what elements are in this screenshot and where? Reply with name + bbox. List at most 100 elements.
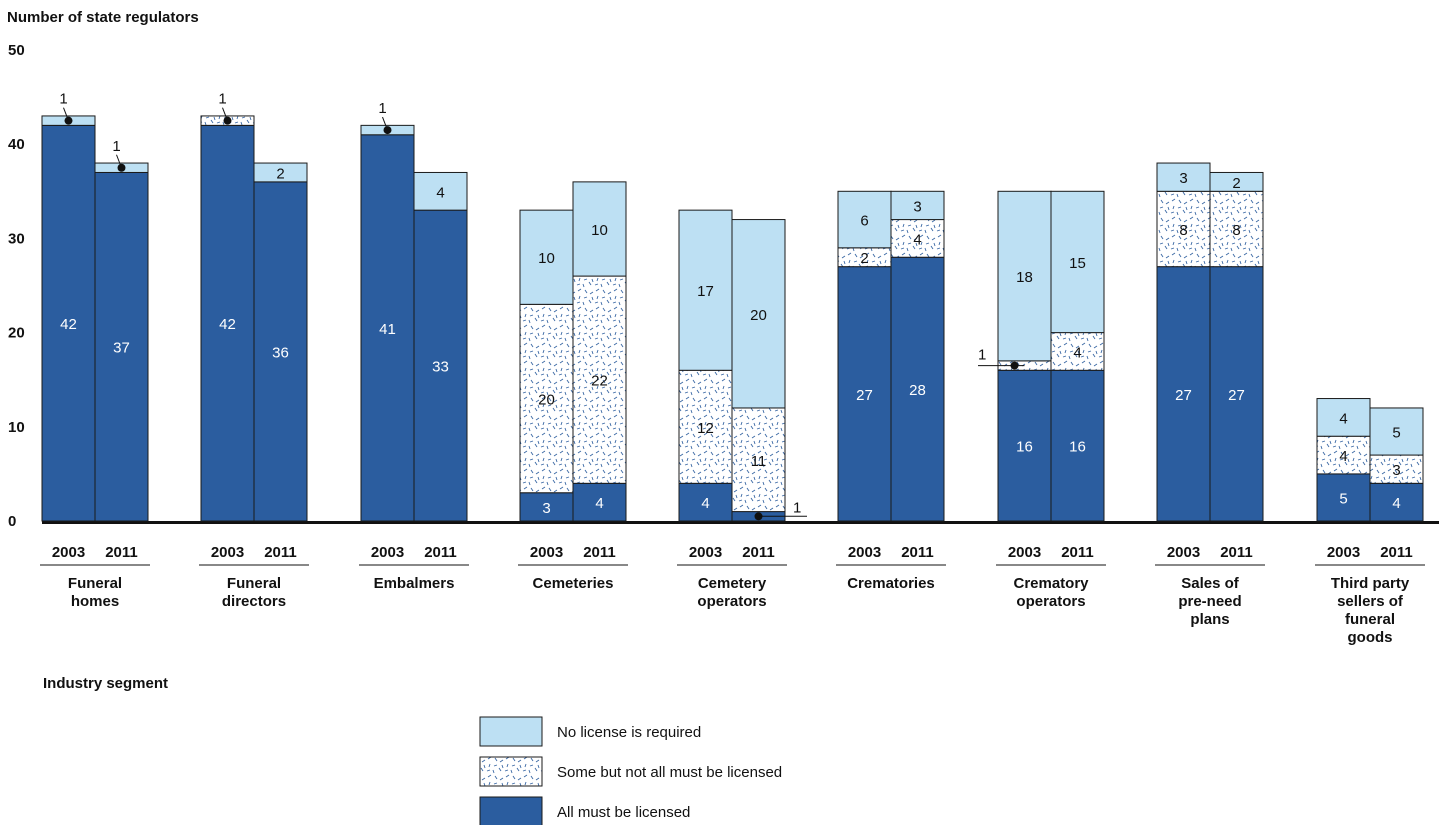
- legend-swatch-no-license: [479, 716, 543, 747]
- data-label: 5: [1392, 425, 1400, 442]
- data-label: 27: [856, 387, 873, 404]
- data-label: 15: [1069, 255, 1086, 272]
- y-tick-label: 50: [8, 42, 25, 59]
- x-tick-label: 2011: [1380, 544, 1413, 561]
- bar-segment-some-licensed: [890, 219, 945, 258]
- data-label: 4: [1339, 410, 1347, 427]
- bar-segment-no-license: [413, 171, 468, 211]
- x-axis-title: Industry segment: [43, 675, 168, 692]
- x-tick-label: 2003: [1327, 544, 1360, 561]
- bar-segment-all-licensed: [360, 134, 415, 522]
- data-label: 12: [697, 420, 714, 437]
- data-label: 27: [1175, 387, 1192, 404]
- data-label: 2: [276, 165, 284, 182]
- bar-segment-no-license: [1369, 407, 1424, 456]
- data-label: 1: [59, 91, 67, 108]
- callout-line: [63, 107, 69, 121]
- data-label: 33: [432, 359, 449, 376]
- x-tick-label: 2011: [264, 544, 297, 561]
- bar-segment-no-license: [1050, 190, 1105, 334]
- data-label: 4: [1073, 344, 1081, 361]
- bar-segment-all-licensed: [1050, 369, 1105, 522]
- data-label: 10: [591, 222, 608, 239]
- x-tick-label: 2011: [583, 544, 616, 561]
- bar-segment-all-licensed: [94, 171, 149, 522]
- data-label: 8: [1179, 222, 1187, 239]
- group-label: Funeral: [227, 575, 281, 592]
- group-label: Crematory: [1013, 575, 1089, 592]
- data-label: 4: [1392, 495, 1400, 512]
- legend-label: No license is required: [557, 724, 701, 741]
- data-label: 11: [751, 453, 767, 470]
- legend-label: Some but not all must be licensed: [557, 764, 782, 781]
- data-label: 42: [60, 316, 77, 333]
- data-label: 36: [272, 344, 289, 361]
- bar-segment-all-licensed: [1369, 482, 1424, 522]
- y-tick-label: 30: [8, 230, 25, 247]
- bar-segment-no-license: [1316, 398, 1371, 437]
- bar-segment-all-licensed: [678, 482, 733, 522]
- bar-segment-no-license: [1209, 171, 1264, 192]
- data-label: 5: [1339, 490, 1347, 507]
- bar-segment-some-licensed: [1316, 435, 1371, 475]
- data-label: 4: [595, 495, 603, 512]
- data-label: 3: [913, 198, 921, 215]
- x-tick-label: 2003: [371, 544, 404, 561]
- x-tick-label: 2011: [105, 544, 138, 561]
- bar-segment-some-licensed: [1156, 190, 1211, 268]
- bar-segment-all-licensed: [200, 124, 255, 522]
- data-label: 16: [1016, 439, 1033, 456]
- bar-segment-some-licensed: [519, 303, 574, 494]
- bar-segment-some-licensed: [1209, 190, 1264, 268]
- data-label: 3: [1392, 462, 1400, 479]
- y-axis-title: Number of state regulators: [7, 9, 199, 26]
- group-label: operators: [1016, 593, 1085, 610]
- bar-segment-all-licensed: [413, 209, 468, 522]
- x-tick-label: 2003: [52, 544, 85, 561]
- group-label: Crematories: [847, 575, 935, 592]
- data-label: 20: [750, 307, 767, 324]
- group-label: directors: [222, 593, 286, 610]
- y-tick-label: 40: [8, 136, 25, 153]
- callout-line: [222, 107, 228, 121]
- group-label: plans: [1190, 611, 1229, 628]
- legend-swatch-some-licensed: [479, 756, 543, 787]
- x-tick-label: 2003: [1008, 544, 1041, 561]
- group-label: Third party: [1331, 575, 1410, 592]
- legend-swatch-all-licensed: [479, 796, 543, 827]
- group-label: Cemeteries: [533, 575, 614, 592]
- data-label: 22: [591, 373, 608, 390]
- data-label: 20: [538, 392, 555, 409]
- bar-segment-all-licensed: [997, 369, 1052, 522]
- data-label: 4: [701, 495, 709, 512]
- data-label: 1: [218, 91, 226, 108]
- data-label: 1: [793, 499, 801, 516]
- group-label: Embalmers: [374, 575, 455, 592]
- bar-segment-some-licensed: [1050, 332, 1105, 371]
- x-tick-label: 2011: [901, 544, 934, 561]
- data-label: 2: [860, 250, 868, 267]
- data-label: 27: [1228, 387, 1245, 404]
- y-tick-label: 10: [8, 419, 25, 436]
- bar-segment-all-licensed: [253, 181, 308, 522]
- data-label: 4: [913, 231, 921, 248]
- bar-segment-all-licensed: [837, 266, 892, 522]
- bar-segment-all-licensed: [572, 482, 627, 522]
- data-label: 37: [113, 340, 130, 357]
- data-label: 3: [1179, 170, 1187, 187]
- y-tick-label: 20: [8, 325, 25, 342]
- data-label: 42: [219, 316, 236, 333]
- x-tick-label: 2011: [742, 544, 775, 561]
- bar-segment-no-license: [678, 209, 733, 371]
- data-label: 8: [1232, 222, 1240, 239]
- x-axis-line: [42, 521, 1439, 524]
- bar-segment-no-license: [890, 190, 945, 221]
- data-label: 10: [538, 250, 555, 267]
- bar-segment-some-licensed: [1369, 454, 1424, 484]
- data-label: 3: [542, 500, 550, 517]
- data-label: 17: [697, 283, 714, 300]
- data-label: 28: [909, 382, 926, 399]
- callout-line: [382, 116, 388, 131]
